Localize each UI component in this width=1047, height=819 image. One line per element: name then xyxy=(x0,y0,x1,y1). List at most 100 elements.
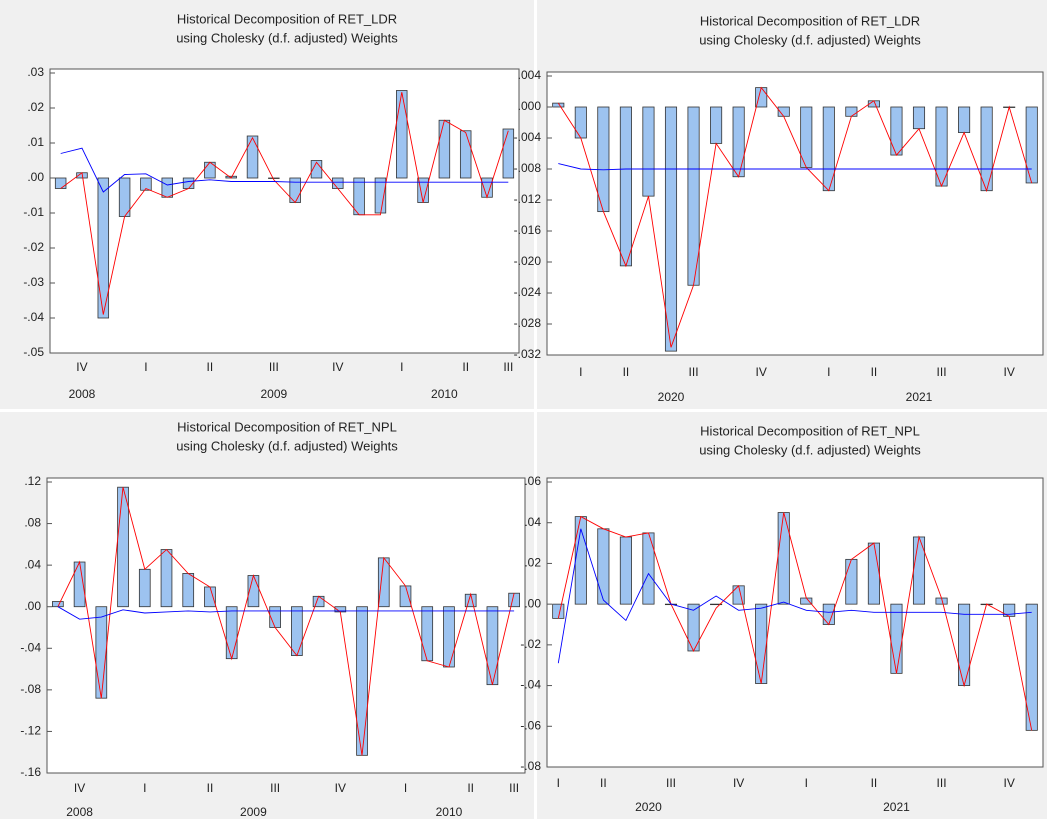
bar xyxy=(54,177,67,189)
y-tick-label: .00 xyxy=(24,599,41,613)
line-series xyxy=(557,86,1033,348)
y-tick-label: -.03 xyxy=(23,275,44,289)
x-tick-label: I xyxy=(143,781,146,795)
y-tick-label: .00 xyxy=(524,596,541,610)
x-tick-label: II xyxy=(207,360,214,374)
x-tick-label: IV xyxy=(1004,365,1015,379)
y-tick-label: -.004 xyxy=(514,130,542,144)
bar xyxy=(597,106,610,213)
year-label: 2021 xyxy=(883,800,910,814)
x-tick-label: I xyxy=(557,776,560,790)
chart-title: Historical Decomposition of RET_LDR xyxy=(700,13,920,28)
bar xyxy=(268,177,280,179)
chart-title: Historical Decomposition of RET_NPL xyxy=(177,419,397,434)
bar xyxy=(958,106,971,133)
y-tick-label: .01 xyxy=(27,135,44,149)
bar xyxy=(140,177,152,191)
bar xyxy=(464,593,477,608)
y-tick-label: -.16 xyxy=(20,765,41,779)
bar xyxy=(118,177,131,217)
x-tick-label: I xyxy=(805,776,808,790)
y-tick-label: -.04 xyxy=(23,310,44,324)
bar xyxy=(204,586,216,608)
y-tick-label: -.04 xyxy=(520,678,541,692)
y-tick-label: -.08 xyxy=(20,682,41,696)
year-label: 2020 xyxy=(658,390,685,404)
y-tick-label: .08 xyxy=(24,516,41,530)
y-tick-label: -.008 xyxy=(514,161,542,175)
bar xyxy=(353,177,365,216)
y-tick-label: .02 xyxy=(524,556,541,570)
x-tick-label: I xyxy=(400,360,403,374)
x-tick-label: I xyxy=(404,781,407,795)
bar xyxy=(597,528,610,605)
bar xyxy=(867,542,880,605)
y-tick-label: -.012 xyxy=(514,192,542,206)
year-label: 2009 xyxy=(260,387,287,401)
y-tick-label: .02 xyxy=(27,100,44,114)
y-tick-label: -.02 xyxy=(23,240,44,254)
bar xyxy=(502,128,515,179)
bar xyxy=(421,606,434,662)
bar xyxy=(935,106,948,187)
bar xyxy=(438,119,451,179)
x-tick-label: II xyxy=(600,776,607,790)
bar xyxy=(160,549,173,608)
bar xyxy=(664,106,678,352)
bar xyxy=(291,606,303,656)
bar xyxy=(619,536,632,605)
y-tick-label: .000 xyxy=(518,99,542,113)
bar xyxy=(958,603,971,686)
line-series xyxy=(558,163,1032,171)
y-tick-label: -.04 xyxy=(20,640,41,654)
y-tick-label: .04 xyxy=(524,515,541,529)
bar xyxy=(980,106,993,192)
line-series xyxy=(57,606,515,620)
bar xyxy=(443,606,455,668)
x-tick-label: II xyxy=(207,781,214,795)
bar xyxy=(642,532,655,605)
year-label: 2020 xyxy=(635,800,662,814)
bar xyxy=(377,557,390,608)
bar xyxy=(161,177,173,198)
year-label: 2008 xyxy=(66,805,93,819)
y-tick-label: -.016 xyxy=(514,223,542,237)
bar xyxy=(399,585,412,608)
x-tick-label: IV xyxy=(332,360,343,374)
x-tick-label: II xyxy=(871,365,878,379)
bar xyxy=(890,106,903,156)
chart-title: Historical Decomposition of RET_LDR xyxy=(177,11,397,26)
bar xyxy=(312,595,325,608)
y-tick-label: -.032 xyxy=(514,347,542,361)
chart-subtitle: using Cholesky (d.f. adjusted) Weights xyxy=(176,438,398,453)
x-tick-label: IV xyxy=(1004,776,1015,790)
bar xyxy=(755,603,768,684)
bar xyxy=(95,606,108,699)
line-series xyxy=(60,92,509,315)
bar xyxy=(574,106,587,139)
y-tick-label: -.02 xyxy=(520,637,541,651)
bar xyxy=(890,603,903,674)
bar xyxy=(481,177,493,198)
x-tick-label: I xyxy=(827,365,830,379)
bar xyxy=(182,573,195,608)
bar xyxy=(619,106,632,267)
x-tick-label: IV xyxy=(756,365,767,379)
bar xyxy=(845,558,858,605)
bar xyxy=(710,106,723,144)
bar xyxy=(642,106,655,197)
year-label: 2009 xyxy=(240,805,267,819)
bar xyxy=(117,486,129,608)
bar xyxy=(138,568,151,608)
bar xyxy=(396,90,408,179)
chart-title: Historical Decomposition of RET_NPL xyxy=(700,423,920,438)
x-tick-label: IV xyxy=(76,360,87,374)
x-tick-label: II xyxy=(871,776,878,790)
bar xyxy=(508,592,520,608)
x-tick-label: III xyxy=(270,781,280,795)
y-tick-label: .06 xyxy=(524,474,541,488)
chart-subtitle: using Cholesky (d.f. adjusted) Weights xyxy=(699,32,921,47)
x-tick-label: IV xyxy=(733,776,744,790)
x-tick-label: III xyxy=(269,360,279,374)
